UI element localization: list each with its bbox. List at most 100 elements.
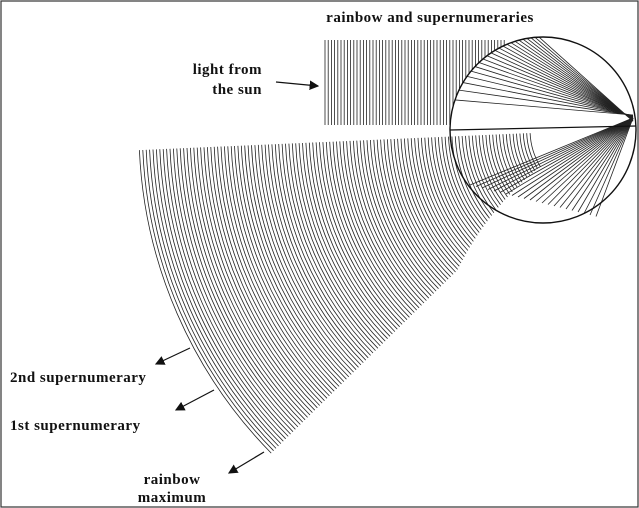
wavefront [529, 133, 541, 167]
arrow [154, 347, 191, 365]
wavefront [315, 142, 398, 330]
internal-ray [454, 99, 634, 116]
wavefront [142, 149, 274, 451]
wavefront [509, 133, 525, 181]
wavefront [257, 144, 357, 370]
wavefront [152, 149, 282, 444]
wavefront [159, 149, 286, 440]
wavefront [145, 149, 277, 449]
internal-ray [490, 52, 634, 119]
wavefront [363, 140, 432, 297]
wavefront [451, 136, 486, 225]
second-label: 2nd supernumerary [10, 370, 146, 386]
wavefront [404, 138, 460, 267]
wavefront [475, 135, 501, 205]
internal-ray [499, 117, 634, 193]
wavefront [291, 143, 381, 347]
wavefront [461, 135, 493, 216]
wavefront [417, 137, 467, 254]
internal-ray [470, 70, 634, 117]
wavefront [488, 134, 511, 195]
wavefront [183, 148, 303, 423]
internal-ray [535, 117, 634, 202]
wavefront [213, 146, 325, 401]
wavefront [298, 143, 386, 342]
internal-ray [474, 66, 634, 117]
wavefront [227, 146, 335, 392]
wavefront [424, 137, 470, 248]
title: rainbow and supernumeraries [326, 10, 534, 26]
arrow [275, 80, 320, 90]
arrow [174, 389, 215, 411]
wavefront [268, 144, 364, 363]
wavefront [366, 140, 434, 294]
wavefront [308, 142, 393, 335]
wavefront [278, 143, 371, 356]
internal-ray [478, 62, 634, 118]
wavefront [458, 136, 490, 219]
wavefront [203, 147, 318, 409]
wavefront [410, 138, 463, 261]
wavefront [217, 146, 328, 399]
wavefront [471, 135, 499, 208]
wavefront [427, 137, 472, 245]
internal-ray [559, 117, 634, 208]
wavefront [444, 136, 482, 230]
wavefront [519, 133, 533, 174]
wavefront [512, 133, 528, 178]
internal-ray [571, 117, 634, 211]
internal-ray [493, 117, 634, 192]
internal-ray [547, 117, 634, 205]
wavefront [502, 134, 520, 185]
wavefront [139, 150, 272, 454]
wavefront [380, 139, 444, 285]
wavefront [325, 141, 405, 323]
wavefront [224, 146, 333, 394]
wavefront [421, 137, 469, 251]
wavefront [302, 142, 388, 339]
internal-ray [541, 117, 634, 204]
wavefront [438, 137, 478, 236]
internal-ray [469, 117, 634, 186]
wavefront [353, 140, 425, 304]
wavefront [230, 146, 337, 390]
wavefront [162, 149, 289, 437]
wavefront [339, 141, 415, 313]
wavefront [210, 146, 323, 404]
wavefront [359, 140, 430, 299]
internal-ray [565, 117, 634, 210]
sun-label: light from [193, 62, 262, 78]
wavefront [305, 142, 391, 337]
wavefront [332, 141, 410, 318]
wavefront [200, 147, 316, 411]
wavefront [336, 141, 413, 316]
internal-ray [553, 117, 634, 207]
wavefront [400, 138, 458, 270]
wavefront [448, 136, 484, 227]
wavefront [193, 147, 311, 416]
wavefront [441, 136, 480, 233]
wavefront [356, 140, 427, 301]
wavefront [251, 145, 352, 375]
wavefront [516, 133, 531, 176]
internal-ray [487, 117, 634, 190]
wavefront [434, 137, 476, 239]
wavefront [495, 134, 516, 190]
wavefront [207, 147, 320, 406]
wavefront [431, 137, 474, 242]
wavefront [383, 139, 447, 282]
axis-line [449, 125, 637, 131]
wavefront [173, 148, 296, 430]
internal-ray [538, 36, 634, 122]
wavefront [281, 143, 374, 354]
wavefront [285, 143, 376, 351]
internal-ray [577, 117, 634, 213]
wavefront [322, 142, 403, 325]
internal-ray [529, 117, 634, 201]
wavefront [312, 142, 396, 332]
wavefront [319, 142, 400, 328]
wavefront [468, 135, 497, 211]
wavefront [244, 145, 347, 380]
wavefront [179, 148, 301, 425]
